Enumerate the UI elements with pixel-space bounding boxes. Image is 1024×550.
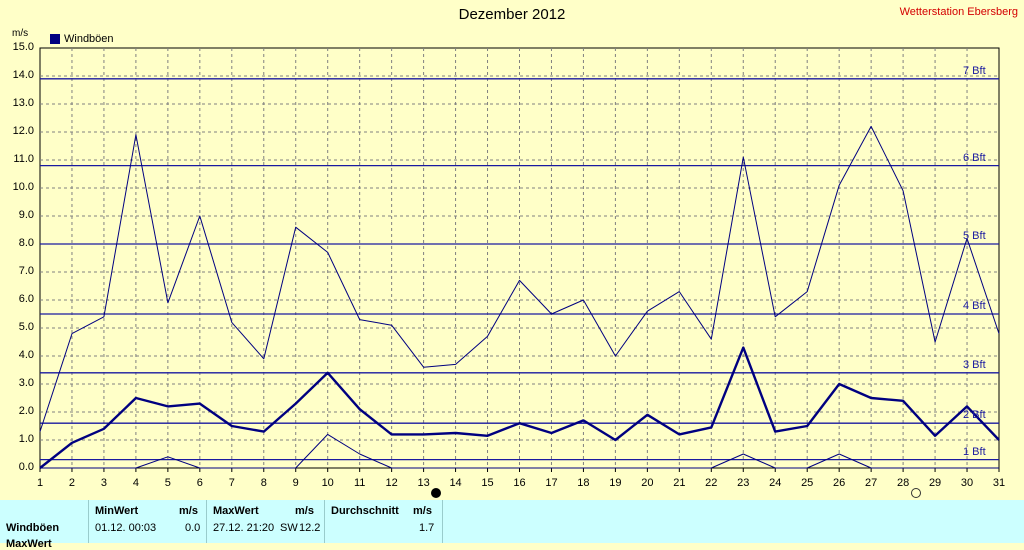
beaufort-label: 3 Bft <box>963 358 986 371</box>
y-tick-label: 13.0 <box>12 97 34 109</box>
legend: Windböen <box>50 33 114 45</box>
x-tick-label: 24 <box>769 477 782 489</box>
min-when: 01.12. 00:03 <box>95 522 157 534</box>
series-line-max <box>39 125 1000 432</box>
x-tick-label: 11 <box>353 477 366 489</box>
x-tick-label: 3 <box>100 477 107 489</box>
avg-value: 1.7 <box>419 522 435 534</box>
y-tick-label: 11.0 <box>13 153 34 165</box>
chart-area: Dezember 2012 Wetterstation Ebersberg m/… <box>12 6 1018 498</box>
x-tick-label: 22 <box>705 477 718 489</box>
x-tick-label: 2 <box>68 477 76 489</box>
beaufort-label: 2 Bft <box>963 409 986 422</box>
x-tick-label: 7 <box>228 477 235 489</box>
y-tick-label: 2.0 <box>18 405 34 417</box>
x-tick-label: 31 <box>992 477 1006 489</box>
x-tick-label: 28 <box>896 477 910 489</box>
x-tick-label: 29 <box>928 477 942 489</box>
station-name: Wetterstation Ebersberg <box>899 6 1018 18</box>
x-tick-label: 9 <box>292 477 299 489</box>
x-tick-label: 25 <box>801 477 814 489</box>
x-tick-label: 10 <box>321 477 334 489</box>
x-tick-label: 21 <box>673 477 686 489</box>
legend-label: Windböen <box>64 33 114 45</box>
y-tick-label: 3.0 <box>18 377 34 389</box>
x-tick-label: 8 <box>260 477 267 489</box>
y-tick-label: 4.0 <box>18 349 34 361</box>
x-tick-label: 27 <box>865 477 878 489</box>
y-tick-label: 0.0 <box>18 461 34 473</box>
y-tick-label: 9.0 <box>18 209 34 221</box>
y-tick-label: 5.0 <box>18 321 34 333</box>
min-unit: m/s <box>179 505 198 517</box>
min-header: MinWert <box>95 505 139 517</box>
max-unit: m/s <box>295 505 314 517</box>
avg-header: Durchschnitt <box>331 505 399 517</box>
series-line-min <box>40 433 999 469</box>
y-tick-label: 6.0 <box>18 293 34 305</box>
y-tick-label: 12.0 <box>12 125 34 137</box>
x-tick-label: 20 <box>641 477 654 489</box>
x-tick-label: 23 <box>737 477 750 489</box>
x-tick-label: 16 <box>513 477 526 489</box>
stats-row2-label: MaxWert <box>6 538 52 550</box>
y-axis-unit: m/s <box>12 28 29 39</box>
beaufort-label: 5 Bft <box>963 230 986 242</box>
stats-row-label: Windböen <box>6 522 60 534</box>
beaufort-label: 7 Bft <box>963 64 986 77</box>
y-tick-label: 14.0 <box>12 69 34 81</box>
chart-title: Dezember 2012 <box>458 6 566 23</box>
max-value: 12.2 <box>299 522 321 534</box>
x-tick-label: 26 <box>833 477 846 489</box>
chart-svg <box>39 47 1000 472</box>
stats-min-column: MinWert m/s 01.12. 00:03 0.0 <box>88 500 206 543</box>
beaufort-label: 4 Bft <box>963 300 986 312</box>
avg-unit: m/s <box>413 505 432 517</box>
x-tick-label: 6 <box>196 477 203 489</box>
x-tick-label: 15 <box>481 477 494 489</box>
x-tick-label: 30 <box>960 477 974 489</box>
stats-panel: Windböen MaxWert MinWert m/s 01.12. 00:0… <box>0 500 1024 550</box>
x-tick-label: 17 <box>545 477 558 489</box>
x-tick-label: 1 <box>36 477 44 489</box>
x-tick-label: 12 <box>385 477 398 489</box>
full-moon-icon <box>910 488 921 498</box>
y-tick-label: 10.0 <box>12 181 34 193</box>
max-when: 27.12. 21:20 <box>213 522 275 534</box>
beaufort-label: 1 Bft <box>963 445 986 458</box>
y-tick-label: 15.0 <box>12 41 34 53</box>
max-direction: SW <box>280 522 298 534</box>
y-tick-label: 8.0 <box>18 237 34 249</box>
x-tick-label: 14 <box>449 477 462 489</box>
min-value: 0.0 <box>185 522 201 534</box>
x-tick-label: 18 <box>577 477 590 489</box>
x-tick-label: 4 <box>132 477 139 489</box>
stats-avg-column: Durchschnitt m/s 1.7 <box>324 500 443 543</box>
y-tick-label: 7.0 <box>18 265 34 277</box>
stats-max-column: MaxWert m/s 27.12. 21:20 SW 12.2 <box>206 500 324 543</box>
beaufort-label: 6 Bft <box>963 151 986 164</box>
y-tick-label: 1.0 <box>18 433 34 445</box>
x-tick-label: 13 <box>417 477 430 489</box>
x-tick-label: 19 <box>609 477 622 489</box>
legend-swatch <box>50 34 60 44</box>
x-tick-label: 5 <box>164 477 171 489</box>
new-moon-icon <box>431 488 442 498</box>
max-header: MaxWert <box>213 505 259 517</box>
series-line-avg <box>39 346 1000 469</box>
